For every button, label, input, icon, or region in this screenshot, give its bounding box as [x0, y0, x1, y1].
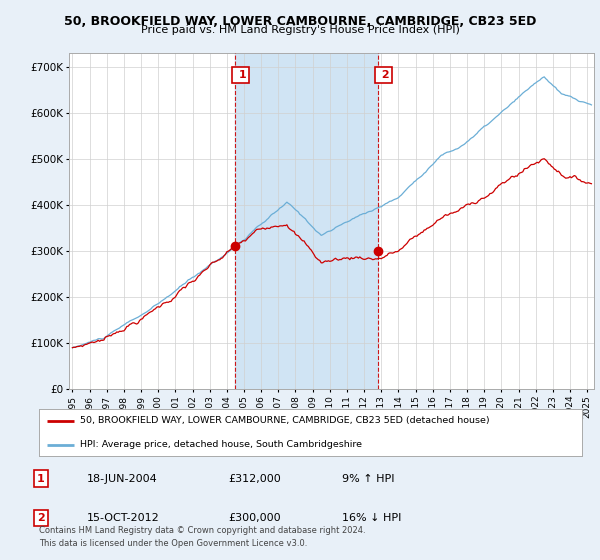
Text: 2: 2	[377, 70, 389, 80]
Text: 50, BROOKFIELD WAY, LOWER CAMBOURNE, CAMBRIDGE, CB23 5ED (detached house): 50, BROOKFIELD WAY, LOWER CAMBOURNE, CAM…	[80, 416, 490, 425]
Text: Price paid vs. HM Land Registry's House Price Index (HPI): Price paid vs. HM Land Registry's House …	[140, 25, 460, 35]
Text: 18-JUN-2004: 18-JUN-2004	[87, 474, 158, 484]
Text: £312,000: £312,000	[228, 474, 281, 484]
Text: £300,000: £300,000	[228, 513, 281, 523]
Text: 1: 1	[37, 474, 44, 484]
Text: 9% ↑ HPI: 9% ↑ HPI	[342, 474, 395, 484]
Text: HPI: Average price, detached house, South Cambridgeshire: HPI: Average price, detached house, Sout…	[80, 440, 362, 449]
Text: 15-OCT-2012: 15-OCT-2012	[87, 513, 160, 523]
Text: 50, BROOKFIELD WAY, LOWER CAMBOURNE, CAMBRIDGE, CB23 5ED: 50, BROOKFIELD WAY, LOWER CAMBOURNE, CAM…	[64, 15, 536, 27]
Text: 16% ↓ HPI: 16% ↓ HPI	[342, 513, 401, 523]
Bar	[235, 53, 377, 389]
Text: Contains HM Land Registry data © Crown copyright and database right 2024.
This d: Contains HM Land Registry data © Crown c…	[39, 526, 365, 548]
Text: 2: 2	[37, 513, 44, 523]
Text: 1: 1	[235, 70, 247, 80]
